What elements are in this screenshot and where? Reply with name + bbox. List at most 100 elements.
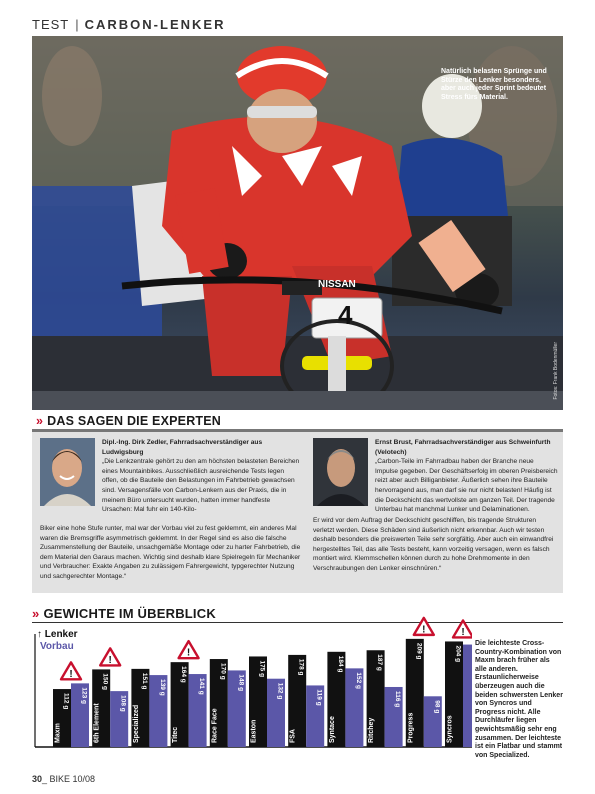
value-label: 209 g xyxy=(415,643,422,660)
category-label: Ritchey xyxy=(368,718,375,743)
weights-title: » GEWICHTE IM ÜBERBLICK xyxy=(32,606,216,621)
bar-vorbau-ritchey xyxy=(384,686,403,747)
weights-side-text: Die leichteste Cross-Country-Kombination… xyxy=(475,640,563,759)
value-label: 112 g xyxy=(63,693,70,709)
jersey-text: NISSAN xyxy=(318,279,356,290)
value-label: 119 g xyxy=(316,689,323,705)
page-number: 30 xyxy=(32,774,43,784)
value-label: 139 g xyxy=(159,679,166,696)
warning-icon: ! xyxy=(99,647,122,667)
expert2-portrait xyxy=(313,438,368,506)
experts-title-text: DAS SAGEN DIE EXPERTEN xyxy=(47,414,222,428)
value-label: 184 g xyxy=(337,656,344,673)
svg-text:!: ! xyxy=(109,655,112,666)
bar-vorbau-progress xyxy=(423,696,442,747)
svg-text:!: ! xyxy=(187,648,190,659)
bar-vorbau-titec xyxy=(188,674,207,747)
bar-lenker-ritchey xyxy=(366,650,385,747)
expert2-quote-top: „Carbon-Teile im Fahrradbau haben der Br… xyxy=(375,458,558,514)
weights-title-text: GEWICHTE IM ÜBERBLICK xyxy=(43,606,216,621)
bar-lenker-easton xyxy=(249,656,267,747)
expert1-name: Dipl.-Ing. Dirk Zedler, Fahrradsachverst… xyxy=(102,439,263,456)
value-label: 170 g xyxy=(219,663,226,680)
bar-vorbau-maxm xyxy=(71,683,89,747)
value-label: 123 g xyxy=(81,687,88,704)
category-label: Titec xyxy=(172,727,179,743)
bar-vorbau-syntace xyxy=(345,668,364,747)
race-photo: Natürlich belasten Sprünge und Stürze de… xyxy=(32,36,563,410)
svg-text:!: ! xyxy=(461,627,464,638)
photo-credit: Fotos: Frank Bodenmüller xyxy=(553,342,559,400)
expert2-text-top: Ernst Brust, Fahrradsachverständiger aus… xyxy=(375,438,558,515)
bar-lenker-syntace xyxy=(327,651,346,747)
expert1-quote-top: „Die Lenkzentrale gehört zu den am höchs… xyxy=(102,458,300,514)
bar-vorbau-race-face xyxy=(227,670,246,747)
expert1-text-top: Dipl.-Ing. Dirk Zedler, Fahrradsachverst… xyxy=(102,438,302,515)
value-label: 204 g xyxy=(455,645,462,662)
value-label: 98 g xyxy=(433,700,440,713)
value-label: 175 g xyxy=(259,660,266,677)
plate-number: 4 xyxy=(338,300,353,330)
page-footer: 30_ BIKE 10/08 xyxy=(32,774,96,784)
warning-icon: ! xyxy=(177,639,200,660)
value-label: 187 g xyxy=(376,654,383,671)
photo-caption: Natürlich belasten Sprünge und Stürze de… xyxy=(441,68,547,101)
bar-lenker-titec xyxy=(170,662,189,747)
value-label: 108 g xyxy=(120,695,127,712)
svg-text:!: ! xyxy=(422,624,425,635)
experts-box: » DAS SAGEN DIE EXPERTEN Dipl.-Ing. Dirk … xyxy=(32,410,563,593)
value-label: 132 g xyxy=(277,683,284,700)
experts-title: » DAS SAGEN DIE EXPERTEN xyxy=(36,414,221,428)
expert2-quote-bottom: Er wird vor dem Auftrag der Deckschicht … xyxy=(313,517,554,572)
category-label: FSA xyxy=(290,729,297,743)
bar-vorbau-specialized xyxy=(149,675,168,747)
warning-icon: ! xyxy=(412,616,435,637)
arrow-icon: » xyxy=(36,414,44,428)
warning-icon: ! xyxy=(451,619,472,639)
category-label: Race Face xyxy=(211,708,218,743)
header-section: CARBON-LENKER xyxy=(84,16,226,32)
value-label: 178 g xyxy=(298,659,305,676)
arrow-icon: » xyxy=(32,606,40,621)
header-separator: | xyxy=(75,16,79,32)
bar-lenker-6th-element xyxy=(92,669,111,747)
weights-title-rule xyxy=(32,622,563,623)
bar-vorbau-6th-element xyxy=(110,691,129,747)
bar-lenker-specialized xyxy=(131,668,150,747)
header-category: TEST xyxy=(32,16,70,32)
value-label: 152 g xyxy=(355,672,362,689)
bar-vorbau-fsa xyxy=(306,685,325,747)
value-label: 150 g xyxy=(102,673,109,690)
value-label: 116 g xyxy=(394,691,401,707)
expert1-quote-bottom: Biker eine hohe Stufe runter, mal war de… xyxy=(40,525,301,580)
value-label: 164 g xyxy=(180,666,187,683)
issue-label: BIKE 10/08 xyxy=(49,774,96,784)
race-photo-illustration xyxy=(32,36,563,410)
legend-vorbau: Vorbau xyxy=(40,641,74,652)
bar-vorbau-syncros xyxy=(463,644,472,747)
bar-lenker-progress xyxy=(405,638,424,747)
category-label: Progress xyxy=(407,713,414,743)
category-label: Easton xyxy=(251,720,258,743)
value-label: 151 g xyxy=(141,673,148,690)
legend-lenker: ↑ Lenker xyxy=(37,629,78,640)
bar-lenker-fsa xyxy=(288,654,307,747)
value-label: 148 g xyxy=(237,674,244,691)
expert1-portrait xyxy=(40,438,95,506)
bar-lenker-maxm xyxy=(53,689,71,747)
value-label: 141 g xyxy=(198,678,205,695)
category-label: Syncros xyxy=(447,715,454,743)
bar-vorbau-easton xyxy=(267,678,285,747)
running-header: TEST | CARBON-LENKER xyxy=(32,14,225,34)
expert2-name: Ernst Brust, Fahrradsachverständiger aus… xyxy=(375,439,551,456)
warning-icon: ! xyxy=(59,661,83,681)
bar-lenker-race-face xyxy=(209,659,228,747)
category-label: Maxm xyxy=(55,723,62,743)
category-label: Specialized xyxy=(133,705,140,743)
category-label: 6th Element xyxy=(94,703,101,743)
legend-lenker-label: Lenker xyxy=(44,629,78,640)
bar-lenker-syncros xyxy=(445,641,463,747)
experts-title-bar: » DAS SAGEN DIE EXPERTEN xyxy=(32,410,563,432)
category-label: Syntace xyxy=(329,716,336,743)
